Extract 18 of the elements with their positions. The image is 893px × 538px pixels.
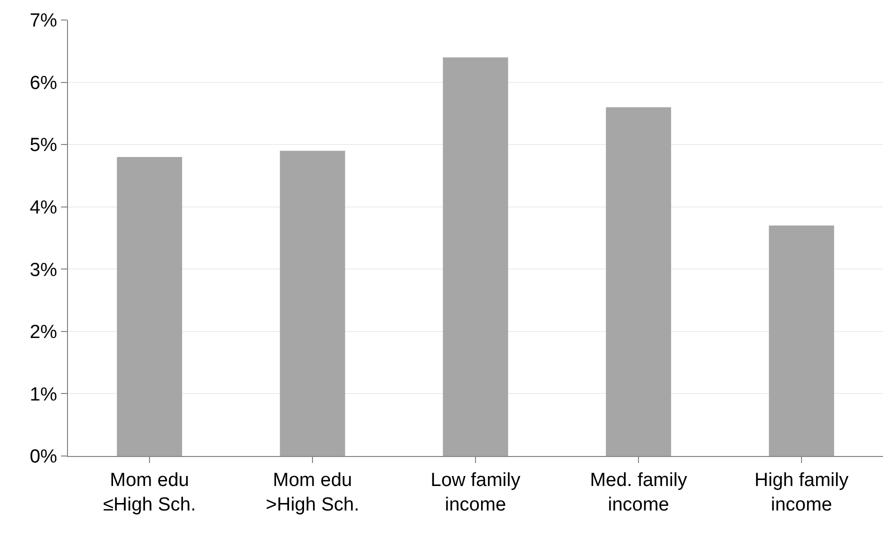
y-tick-label: 6% [30,72,58,94]
x-tick-label: Mom edu ≤High Sch. [103,470,196,516]
bar [442,57,508,456]
x-tick-label: Mom edu >High Sch. [266,470,360,516]
bar [606,107,672,456]
y-tick-label: 1% [30,384,58,406]
x-tick-label: High family income [754,470,849,516]
bar [280,150,346,456]
y-tick-label: 7% [30,10,58,32]
y-tick-label: 0% [30,446,58,468]
x-tick-label: Low family income [430,470,521,516]
y-tick-label: 5% [30,135,58,156]
bar [116,157,182,456]
y-tick-label: 4% [30,198,58,219]
x-tick-label: Med. family income [590,470,688,516]
bar [768,226,834,456]
y-tick-label: 3% [30,260,58,281]
y-tick-label: 2% [30,322,58,344]
